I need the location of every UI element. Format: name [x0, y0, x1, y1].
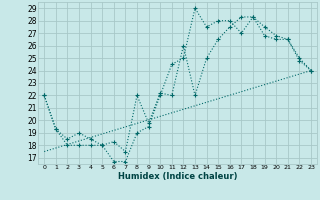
- X-axis label: Humidex (Indice chaleur): Humidex (Indice chaleur): [118, 172, 237, 181]
